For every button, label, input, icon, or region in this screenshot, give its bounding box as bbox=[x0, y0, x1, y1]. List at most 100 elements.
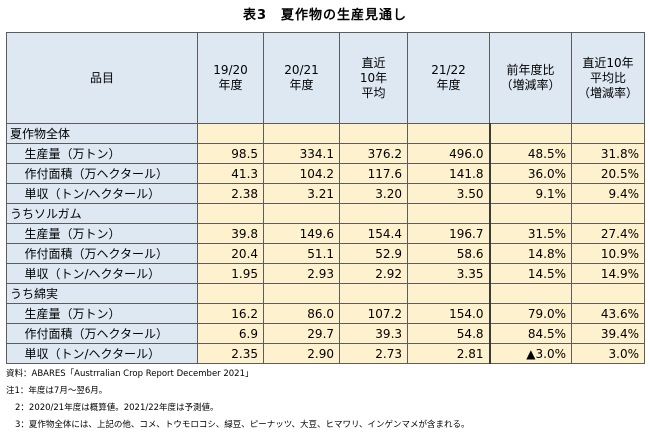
group-empty-cell bbox=[197, 203, 265, 224]
header-yoy: 前年度比 （増減率） bbox=[489, 32, 573, 124]
value-cell: 27.4% bbox=[571, 223, 646, 244]
group-empty-cell bbox=[197, 283, 265, 304]
group-empty-cell bbox=[263, 123, 341, 144]
header-10yr-avg: 直近 10年 平均 bbox=[339, 32, 409, 124]
group-row: うちソルガム bbox=[5, 203, 646, 224]
value-cell: 2.38 bbox=[197, 183, 265, 204]
value-cell: 10.9% bbox=[571, 243, 646, 264]
value-cell: 334.1 bbox=[263, 143, 341, 164]
value-cell: 196.7 bbox=[407, 223, 491, 244]
table-row: 作付面積（万ヘクタール） 20.4 51.1 52.9 58.6 14.8% 10.9% bbox=[6, 243, 646, 264]
value-cell: 43.6% bbox=[571, 303, 646, 324]
group-empty-cell bbox=[263, 203, 341, 224]
value-cell: 51.1 bbox=[263, 243, 341, 264]
group-empty-cell bbox=[488, 203, 573, 224]
header-item: 品目 bbox=[5, 32, 199, 124]
table-title: 表3 夏作物の生産見通し bbox=[242, 8, 408, 23]
header-2122: 21/22 年度 bbox=[407, 32, 491, 124]
value-cell: 2.73 bbox=[339, 343, 409, 364]
value-cell: 86.0 bbox=[263, 303, 341, 324]
value-cell: 9.1% bbox=[488, 183, 573, 204]
row-indent bbox=[6, 163, 22, 184]
value-cell: 107.2 bbox=[339, 303, 409, 324]
row-label: 作付面積（万ヘクタール） bbox=[21, 163, 199, 184]
value-cell: 52.9 bbox=[339, 243, 409, 264]
row-label: 単収（トン/ヘクタール） bbox=[21, 343, 199, 364]
table-row: 単収（トン/ヘクタール） 2.38 3.21 3.20 3.50 9.1% 9.4% bbox=[6, 183, 646, 204]
value-cell: 2.81 bbox=[407, 343, 491, 364]
value-cell: 2.93 bbox=[263, 263, 341, 284]
value-cell: 14.8% bbox=[488, 243, 573, 264]
group-name: うち綿実 bbox=[5, 283, 199, 304]
group-name: うちソルガム bbox=[5, 203, 199, 224]
table-row: 生産量（万トン） 98.5 334.1 376.2 496.0 48.5% 31.8% bbox=[6, 143, 646, 164]
row-label: 生産量（万トン） bbox=[21, 143, 199, 164]
row-indent bbox=[6, 263, 22, 284]
value-cell: 3.21 bbox=[263, 183, 341, 204]
crop-forecast-table: 品目 19/20 年度 20/21 年度 直近 10年 平均 21/22 年度 前年度比（… bbox=[5, 32, 646, 364]
group-empty-cell bbox=[407, 283, 491, 304]
value-cell: 3.0% bbox=[571, 343, 646, 364]
value-cell: 149.6 bbox=[263, 223, 341, 244]
value-cell: 104.2 bbox=[263, 163, 341, 184]
group-empty-cell bbox=[339, 123, 409, 144]
value-cell: 496.0 bbox=[407, 143, 491, 164]
group-row: うち綿実 bbox=[5, 283, 646, 304]
note-3: 3：夏作物全体には、上記の他、コメ、トウモロコシ、緑豆、ピーナッツ、大豆、ヒマワ… bbox=[15, 420, 470, 430]
table-row: 単収（トン/ヘクタール） 2.35 2.90 2.73 2.81 ▲3.0% 3.0% bbox=[6, 343, 646, 364]
value-cell: 376.2 bbox=[339, 143, 409, 164]
value-cell: 2.90 bbox=[263, 343, 341, 364]
group-empty-cell bbox=[339, 203, 409, 224]
value-cell: 31.5% bbox=[488, 223, 573, 244]
table-row: 生産量（万トン） 16.2 86.0 107.2 154.0 79.0% 43.6% bbox=[6, 303, 646, 324]
row-indent bbox=[6, 223, 22, 244]
group-empty-cell bbox=[571, 123, 646, 144]
value-cell: 3.20 bbox=[339, 183, 409, 204]
value-cell: 20.5% bbox=[571, 163, 646, 184]
value-cell: 48.5% bbox=[488, 143, 573, 164]
row-indent bbox=[6, 323, 22, 344]
value-cell: 6.9 bbox=[197, 323, 265, 344]
value-cell: 58.6 bbox=[407, 243, 491, 264]
row-indent bbox=[6, 183, 22, 204]
value-cell: 41.3 bbox=[197, 163, 265, 184]
value-cell: 84.5% bbox=[488, 323, 573, 344]
value-cell: 20.4 bbox=[197, 243, 265, 264]
value-cell: 3.50 bbox=[407, 183, 491, 204]
note-1: 注1：年度は7月～翌6月。 bbox=[6, 386, 108, 396]
value-cell: 117.6 bbox=[339, 163, 409, 184]
header-2021: 20/21 年度 bbox=[263, 32, 341, 124]
value-cell: 39.8 bbox=[197, 223, 265, 244]
group-empty-cell bbox=[407, 203, 491, 224]
value-cell: 154.4 bbox=[339, 223, 409, 244]
header-vs-10yr: 直近10年 平均比 （増減率） bbox=[571, 32, 646, 124]
group-empty-cell bbox=[488, 123, 573, 144]
value-cell: 39.3 bbox=[339, 323, 409, 344]
header-row: 品目 19/20 年度 20/21 年度 直近 10年 平均 21/22 年度 前年度比（… bbox=[5, 32, 646, 124]
table-row: 生産量（万トン） 39.8 149.6 154.4 196.7 31.5% 27.4% bbox=[6, 223, 646, 244]
notes: 資料：ABARES「Austrralian Crop Report Decemb… bbox=[6, 366, 470, 434]
row-indent bbox=[6, 303, 22, 324]
value-cell: 98.5 bbox=[197, 143, 265, 164]
group-empty-cell bbox=[488, 283, 573, 304]
value-cell: 154.0 bbox=[407, 303, 491, 324]
row-label: 作付面積（万ヘクタール） bbox=[21, 323, 199, 344]
group-empty-cell bbox=[571, 283, 646, 304]
header-1920: 19/20 年度 bbox=[197, 32, 265, 124]
row-indent bbox=[6, 243, 22, 264]
row-label: 作付面積（万ヘクタール） bbox=[21, 243, 199, 264]
group-empty-cell bbox=[339, 283, 409, 304]
table-row: 作付面積（万ヘクタール） 6.9 29.7 39.3 54.8 84.5% 39.4% bbox=[6, 323, 646, 344]
value-cell: 54.8 bbox=[407, 323, 491, 344]
source-note: 資料：ABARES「Austrralian Crop Report Decemb… bbox=[6, 369, 254, 379]
table-row: 作付面積（万ヘクタール） 41.3 104.2 117.6 141.8 36.0% 20.5… bbox=[6, 163, 646, 184]
value-cell: 31.8% bbox=[571, 143, 646, 164]
group-name: 夏作物全体 bbox=[5, 123, 199, 144]
value-cell: 14.5% bbox=[488, 263, 573, 284]
row-label: 生産量（万トン） bbox=[21, 303, 199, 324]
value-cell: 29.7 bbox=[263, 323, 341, 344]
group-empty-cell bbox=[263, 283, 341, 304]
value-cell: 3.35 bbox=[407, 263, 491, 284]
value-cell: 79.0% bbox=[488, 303, 573, 324]
value-cell: 2.92 bbox=[339, 263, 409, 284]
